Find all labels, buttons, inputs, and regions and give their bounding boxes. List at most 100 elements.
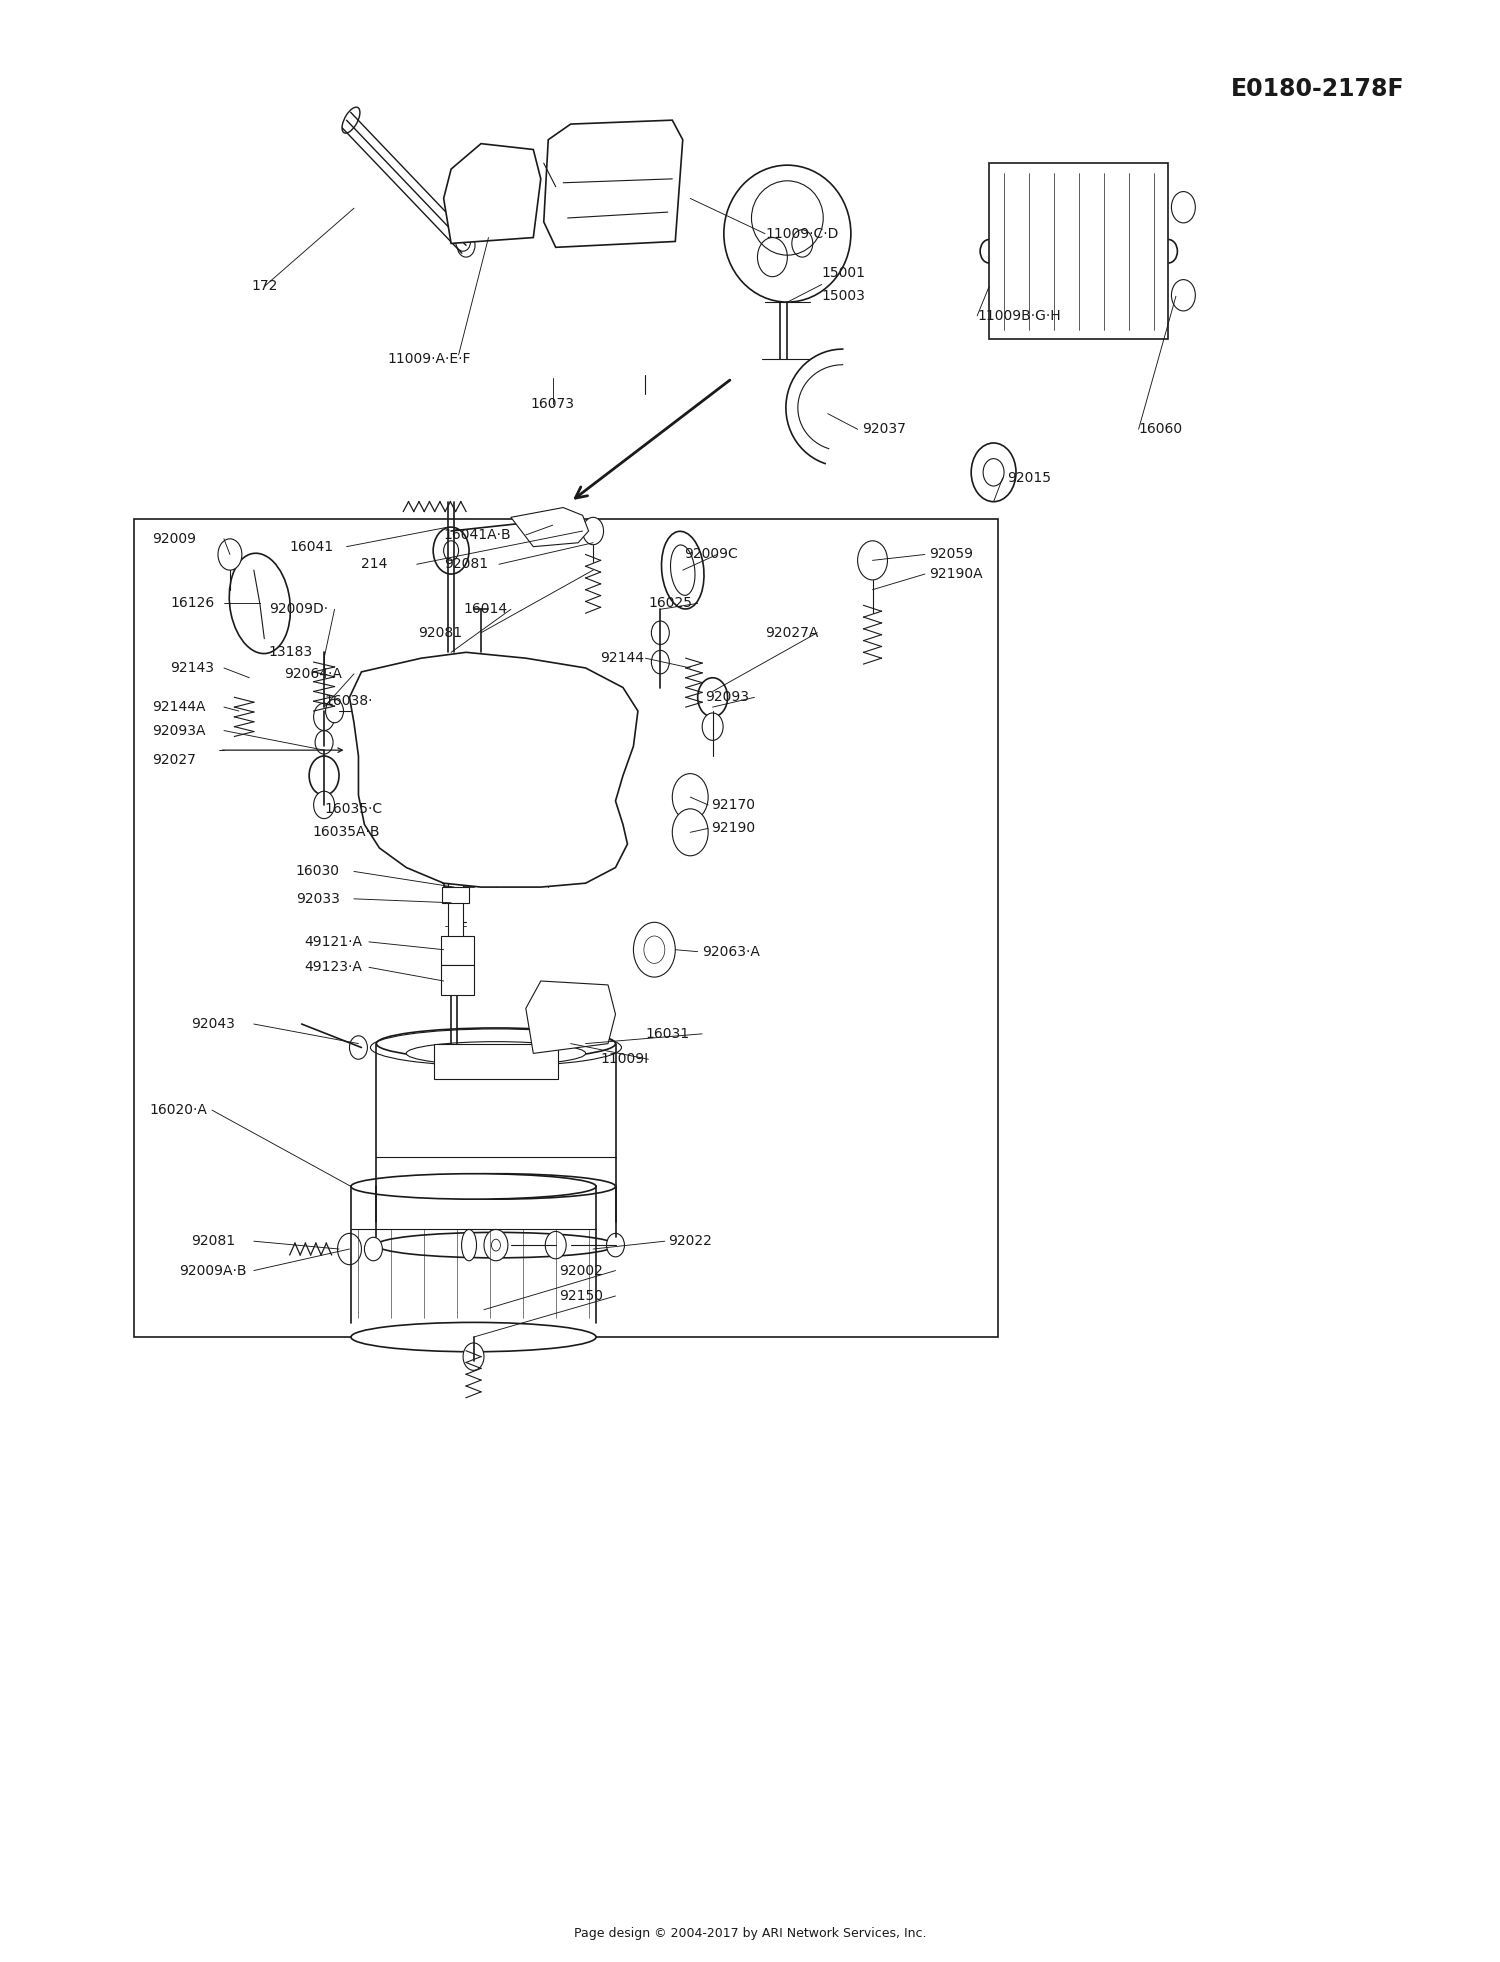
Text: 92144A: 92144A	[152, 700, 206, 714]
Bar	[444, 808, 474, 887]
Text: 15003: 15003	[822, 288, 866, 304]
Bar	[435, 1044, 558, 1079]
Circle shape	[582, 518, 603, 545]
Bar	[135, 520, 998, 1336]
Text: 92027A: 92027A	[765, 626, 819, 640]
Circle shape	[970, 443, 1016, 502]
Ellipse shape	[351, 1322, 596, 1352]
Text: 16035A·B: 16035A·B	[312, 826, 380, 840]
Circle shape	[484, 1230, 508, 1262]
Circle shape	[544, 514, 561, 538]
Circle shape	[633, 922, 675, 977]
Text: 92022: 92022	[668, 1234, 711, 1248]
Circle shape	[456, 232, 471, 251]
Text: 92033: 92033	[296, 893, 339, 906]
Text: 92143: 92143	[170, 661, 214, 675]
Circle shape	[326, 698, 344, 722]
Text: 16031: 16031	[645, 1026, 690, 1040]
Circle shape	[672, 808, 708, 855]
Text: 92059: 92059	[930, 547, 974, 561]
Circle shape	[478, 184, 500, 212]
Text: 92015: 92015	[1007, 471, 1052, 485]
Circle shape	[858, 542, 888, 581]
Circle shape	[698, 677, 728, 716]
Text: 92009C: 92009C	[684, 547, 738, 561]
Text: 92081: 92081	[419, 626, 462, 640]
Ellipse shape	[230, 553, 291, 653]
Text: 11009I: 11009I	[600, 1052, 648, 1065]
Text: 92081: 92081	[444, 557, 488, 571]
Ellipse shape	[351, 1173, 596, 1199]
Text: 16020·A: 16020·A	[148, 1103, 207, 1116]
Ellipse shape	[406, 1042, 585, 1065]
Text: 13183: 13183	[268, 645, 314, 659]
Polygon shape	[544, 120, 682, 247]
Text: 92093: 92093	[705, 691, 748, 704]
Text: E0180-2178F: E0180-2178F	[1232, 77, 1404, 102]
Text: 16030: 16030	[296, 865, 339, 879]
Circle shape	[1172, 192, 1196, 224]
Ellipse shape	[342, 108, 360, 133]
Text: ARI: ARI	[603, 789, 897, 938]
Circle shape	[1172, 281, 1196, 310]
Bar	[988, 163, 1168, 339]
Circle shape	[702, 712, 723, 740]
Text: 92170: 92170	[711, 799, 754, 812]
Bar	[441, 936, 474, 965]
Text: 92002: 92002	[558, 1264, 603, 1277]
Text: 16073: 16073	[531, 396, 574, 410]
Bar	[448, 883, 464, 965]
Text: Page design © 2004-2017 by ARI Network Services, Inc.: Page design © 2004-2017 by ARI Network S…	[573, 1927, 926, 1940]
Circle shape	[315, 730, 333, 753]
Text: 92043: 92043	[190, 1016, 236, 1032]
Text: 92037: 92037	[862, 422, 906, 436]
Polygon shape	[350, 651, 638, 887]
Text: 172: 172	[251, 279, 278, 294]
Circle shape	[464, 1342, 484, 1369]
Text: 16060: 16060	[1138, 422, 1182, 436]
Bar	[442, 867, 470, 883]
Text: 11009·C·D: 11009·C·D	[765, 228, 839, 241]
Text: 214: 214	[362, 557, 388, 571]
Text: 16038·: 16038·	[324, 695, 372, 708]
Circle shape	[350, 1036, 368, 1059]
Text: 92144: 92144	[600, 651, 645, 665]
Text: 11009B·G·H: 11009B·G·H	[976, 308, 1060, 324]
Text: 49121·A: 49121·A	[304, 934, 363, 950]
Circle shape	[309, 755, 339, 795]
Text: 92009D·: 92009D·	[268, 602, 328, 616]
Ellipse shape	[662, 532, 704, 608]
Text: 92093A: 92093A	[152, 724, 206, 738]
Polygon shape	[512, 508, 588, 547]
Circle shape	[364, 1238, 382, 1262]
Ellipse shape	[724, 165, 850, 302]
Circle shape	[606, 1234, 624, 1258]
Bar	[442, 887, 470, 903]
Circle shape	[672, 773, 708, 820]
Text: 92009A·B: 92009A·B	[178, 1264, 246, 1277]
Circle shape	[217, 540, 242, 571]
Text: 15001: 15001	[822, 265, 866, 281]
Ellipse shape	[376, 1232, 615, 1258]
Circle shape	[433, 528, 470, 575]
Text: 92063·A: 92063·A	[702, 944, 760, 959]
Polygon shape	[444, 143, 542, 243]
Circle shape	[546, 1232, 566, 1260]
Circle shape	[651, 622, 669, 644]
Ellipse shape	[462, 1230, 477, 1262]
Text: 92027: 92027	[152, 753, 196, 767]
Text: 16126: 16126	[170, 596, 214, 610]
Text: 16041A·B: 16041A·B	[444, 528, 512, 542]
Text: 16014: 16014	[464, 602, 507, 616]
Text: 92081: 92081	[190, 1234, 236, 1248]
Circle shape	[338, 1234, 362, 1265]
Circle shape	[314, 702, 334, 730]
Circle shape	[651, 649, 669, 673]
Polygon shape	[526, 981, 615, 1054]
Text: 16035·C: 16035·C	[324, 802, 382, 816]
Text: 92190: 92190	[711, 822, 756, 836]
Text: 92064·A: 92064·A	[284, 667, 342, 681]
Circle shape	[314, 791, 334, 818]
Text: 16025: 16025	[648, 596, 693, 610]
Text: 92009: 92009	[152, 532, 196, 545]
